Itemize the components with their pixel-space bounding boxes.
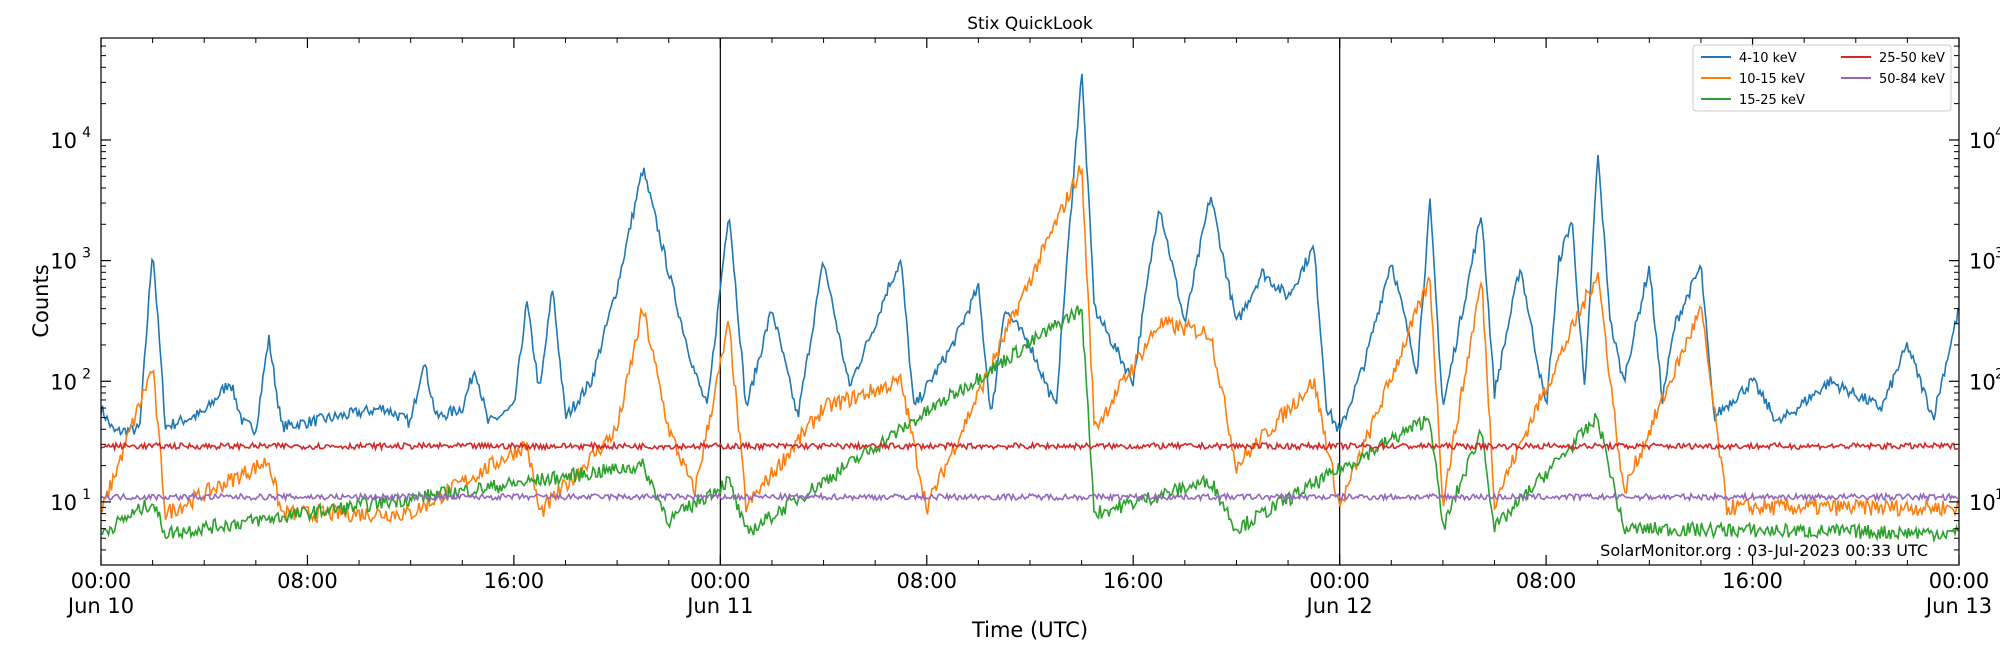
x-tick-label-time: 16:00 [1103,569,1164,593]
y-tick-label-left: 10 3 [50,246,91,274]
x-tick-label-date: Jun 12 [1305,594,1373,618]
y-tick-exponent: 2 [82,366,91,382]
legend-entry: 25-50 keV [1841,51,1945,66]
legend-label: 10-15 keV [1739,72,1805,87]
y-tick-label-right: 10 4 [1969,125,2000,153]
y-tick-exponent: 4 [82,125,91,141]
legend-entry: 10-15 keV [1701,72,1805,87]
x-tick-label-time: 00:00 [1929,569,1990,593]
y-tick-base: 10 [50,250,77,274]
y-tick-exponent: 3 [1995,246,2000,262]
y-axis-label: Counts [29,264,53,337]
y-tick-exponent: 4 [1995,125,2000,141]
series-line-2 [100,305,1959,544]
series-line-1 [100,165,1959,524]
series-line-4 [100,491,1959,503]
legend-entry: 15-25 keV [1701,93,1805,108]
y-tick-label-right: 10 3 [1969,246,2000,274]
y-tick-base: 10 [1969,491,1996,515]
legend-entry: 50-84 keV [1841,72,1945,87]
x-tick-label-time: 08:00 [1516,569,1577,593]
y-tick-exponent: 2 [1995,366,2000,382]
legend-box [1692,44,1952,112]
legend-label: 50-84 keV [1879,72,1945,87]
y-tick-base: 10 [50,370,77,394]
y-tick-base: 10 [1969,129,1996,153]
y-tick-label-left: 10 2 [50,366,91,394]
y-tick-label-left: 10 4 [50,125,91,153]
x-tick-label-time: 00:00 [1309,569,1370,593]
series-lines [100,73,1959,544]
y-tick-label-right: 10 2 [1969,366,2000,394]
x-tick-label-date: Jun 11 [685,594,753,618]
x-tick-label-time: 08:00 [277,569,338,593]
x-tick-label-time: 16:00 [1722,569,1783,593]
legend-label: 25-50 keV [1879,51,1945,66]
x-tick-label-date: Jun 10 [66,594,134,618]
x-tick-label-time: 00:00 [690,569,751,593]
y-tick-base: 10 [50,491,77,515]
x-axis-label: Time (UTC) [971,618,1088,642]
legend-label: 4-10 keV [1739,51,1797,66]
y-tick-exponent: 1 [82,487,91,503]
y-tick-exponent: 3 [82,246,91,262]
chart-title: Stix QuickLook [967,14,1093,34]
y-tick-label-right: 10 1 [1969,487,2000,515]
legend-label: 15-25 keV [1739,93,1805,108]
x-tick-label-time: 08:00 [897,569,958,593]
day-boundary-lines [719,38,1341,565]
y-tick-base: 10 [50,129,77,153]
y-tick-base: 10 [1969,250,1996,274]
y-tick-base: 10 [1969,370,1996,394]
y-tick-exponent: 1 [1995,487,2000,503]
legend: 4-10 keV 10-15 keV 15-25 keV 25-50 keV 50-84… [1692,44,1952,112]
x-tick-label-time: 00:00 [71,569,132,593]
x-tick-label-date: Jun 13 [1924,594,1992,618]
y-tick-label-left: 10 1 [50,487,91,515]
series-line-3 [100,440,1959,453]
plot-area [101,38,1959,565]
watermark-annotation: SolarMonitor.org : 03-Jul-2023 00:33 UTC [1600,541,1928,560]
x-tick-label-time: 16:00 [484,569,545,593]
legend-entry: 4-10 keV [1701,51,1797,66]
